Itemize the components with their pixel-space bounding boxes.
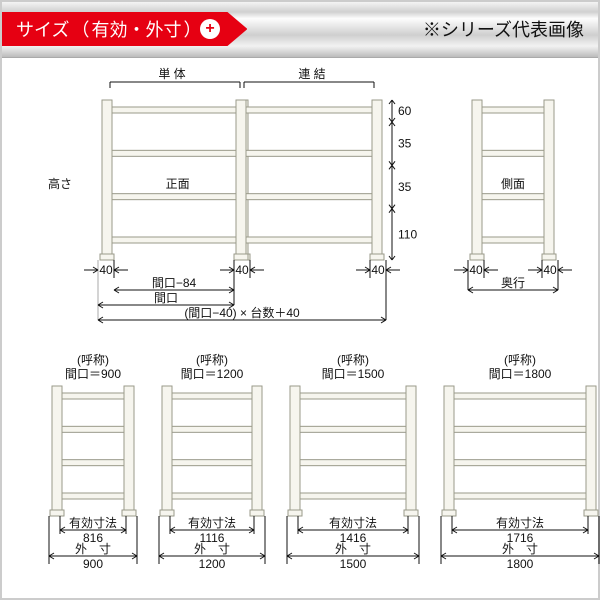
svg-text:間口＝1800: 間口＝1800 xyxy=(489,367,552,381)
svg-text:間口＝900: 間口＝900 xyxy=(65,367,121,381)
svg-text:連 結: 連 結 xyxy=(298,67,325,81)
svg-text:外 寸: 外 寸 xyxy=(194,542,230,556)
svg-text:40: 40 xyxy=(99,263,113,277)
svg-text:(呼称): (呼称) xyxy=(196,353,228,367)
svg-text:単 体: 単 体 xyxy=(158,67,185,81)
svg-text:外 寸: 外 寸 xyxy=(75,542,111,556)
svg-text:1800: 1800 xyxy=(507,557,534,571)
svg-text:(呼称): (呼称) xyxy=(504,353,536,367)
svg-text:40: 40 xyxy=(371,263,385,277)
svg-text:40: 40 xyxy=(235,263,249,277)
svg-text:高さ: 高さ xyxy=(48,176,72,191)
svg-text:110: 110 xyxy=(398,227,417,241)
svg-text:(呼称): (呼称) xyxy=(337,353,369,367)
svg-text:有効寸法: 有効寸法 xyxy=(329,515,377,530)
svg-text:40: 40 xyxy=(469,263,483,277)
svg-text:有効寸法: 有効寸法 xyxy=(69,515,117,530)
svg-text:1500: 1500 xyxy=(340,557,367,571)
svg-text:有効寸法: 有効寸法 xyxy=(496,515,544,530)
svg-text:900: 900 xyxy=(83,557,103,571)
svg-text:正面: 正面 xyxy=(166,177,190,191)
svg-text:(間口−40) × 台数＋40: (間口−40) × 台数＋40 xyxy=(184,305,300,320)
svg-text:(呼称): (呼称) xyxy=(77,353,109,367)
svg-text:間口−84: 間口−84 xyxy=(152,276,197,290)
svg-text:35: 35 xyxy=(398,137,412,151)
svg-text:間口: 間口 xyxy=(154,291,178,305)
svg-text:間口＝1200: 間口＝1200 xyxy=(181,367,244,381)
svg-text:60: 60 xyxy=(398,104,412,118)
svg-text:有効寸法: 有効寸法 xyxy=(188,515,236,530)
svg-text:外 寸: 外 寸 xyxy=(335,542,371,556)
diagram-frame: サイズ （ 有効・外寸 ） + ※シリーズ代表画像 正面高さ単 体連 結6035… xyxy=(0,0,600,600)
svg-text:間口＝1500: 間口＝1500 xyxy=(322,367,385,381)
svg-text:奥行: 奥行 xyxy=(501,276,525,290)
diagram-canvas: 正面 高さ 単 体 連 結 60 35 35 110 側面 40 40 40 間口−84間口 (間口−40… xyxy=(2,2,600,602)
svg-text:外 寸: 外 寸 xyxy=(502,542,538,556)
svg-text:側面: 側面 xyxy=(501,177,525,191)
svg-text:1200: 1200 xyxy=(199,557,226,571)
svg-text:35: 35 xyxy=(398,180,412,194)
svg-text:40: 40 xyxy=(543,263,557,277)
